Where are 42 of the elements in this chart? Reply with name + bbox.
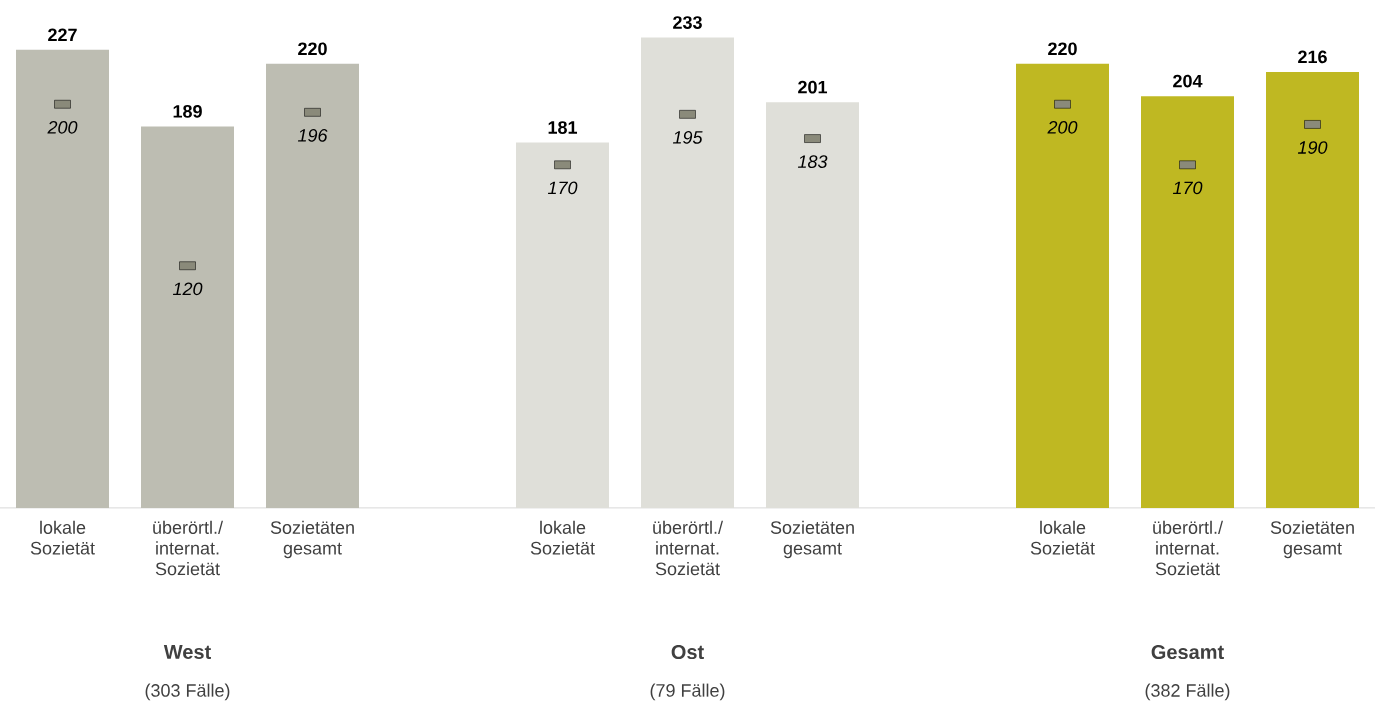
data-label: 216 bbox=[1298, 50, 1327, 64]
data-label: 220 bbox=[1048, 42, 1077, 56]
data-label: 190 bbox=[1297, 141, 1328, 154]
bar bbox=[141, 126, 235, 508]
text: Gesamt bbox=[1151, 644, 1224, 660]
bar bbox=[16, 49, 110, 508]
data-label: 170 bbox=[1172, 181, 1203, 195]
x-tick-label: überörtl./ internat. Sozietät bbox=[1153, 520, 1224, 576]
bar bbox=[641, 37, 735, 508]
data-label: 233 bbox=[673, 16, 702, 29]
data-label: 201 bbox=[798, 80, 828, 94]
data-label: 170 bbox=[547, 181, 578, 195]
text: (382 Fälle) bbox=[1145, 683, 1230, 701]
data-label: 227 bbox=[48, 28, 77, 42]
bar bbox=[1266, 71, 1360, 508]
text: (79 Fälle) bbox=[650, 683, 725, 701]
text: West bbox=[163, 645, 211, 659]
bar bbox=[1016, 63, 1109, 508]
x-tick-label: lokale Sozietät bbox=[30, 520, 95, 555]
data-label: 189 bbox=[173, 104, 202, 118]
x-tick-label: überörtl./ internat. Sozietät bbox=[153, 520, 224, 576]
data-label: 195 bbox=[672, 131, 703, 144]
data-label: 181 bbox=[548, 121, 578, 134]
text: (303 Fälle) bbox=[145, 683, 230, 701]
data-label: 220 bbox=[298, 42, 327, 56]
data-label: 183 bbox=[797, 155, 828, 169]
data-label: 200 bbox=[1047, 120, 1078, 134]
x-tick-label: lokale Sozietät bbox=[1030, 520, 1095, 555]
x-tick-label: Sozietäten gesamt bbox=[1270, 520, 1354, 559]
data-label: 196 bbox=[297, 129, 328, 142]
data-label: 200 bbox=[47, 120, 78, 134]
bar bbox=[1141, 96, 1234, 508]
data-label: 120 bbox=[172, 282, 203, 296]
bar bbox=[266, 63, 360, 508]
data-label: 204 bbox=[1173, 74, 1203, 88]
bar bbox=[516, 142, 610, 508]
x-tick-label: Sozietäten gesamt bbox=[270, 520, 354, 559]
text: Ost bbox=[671, 644, 704, 660]
bar bbox=[766, 102, 860, 508]
x-tick-label: lokale Sozietät bbox=[530, 520, 595, 555]
x-tick-label: überörtl./ internat. Sozietät bbox=[653, 520, 724, 576]
x-tick-label: Sozietäten gesamt bbox=[770, 520, 854, 559]
